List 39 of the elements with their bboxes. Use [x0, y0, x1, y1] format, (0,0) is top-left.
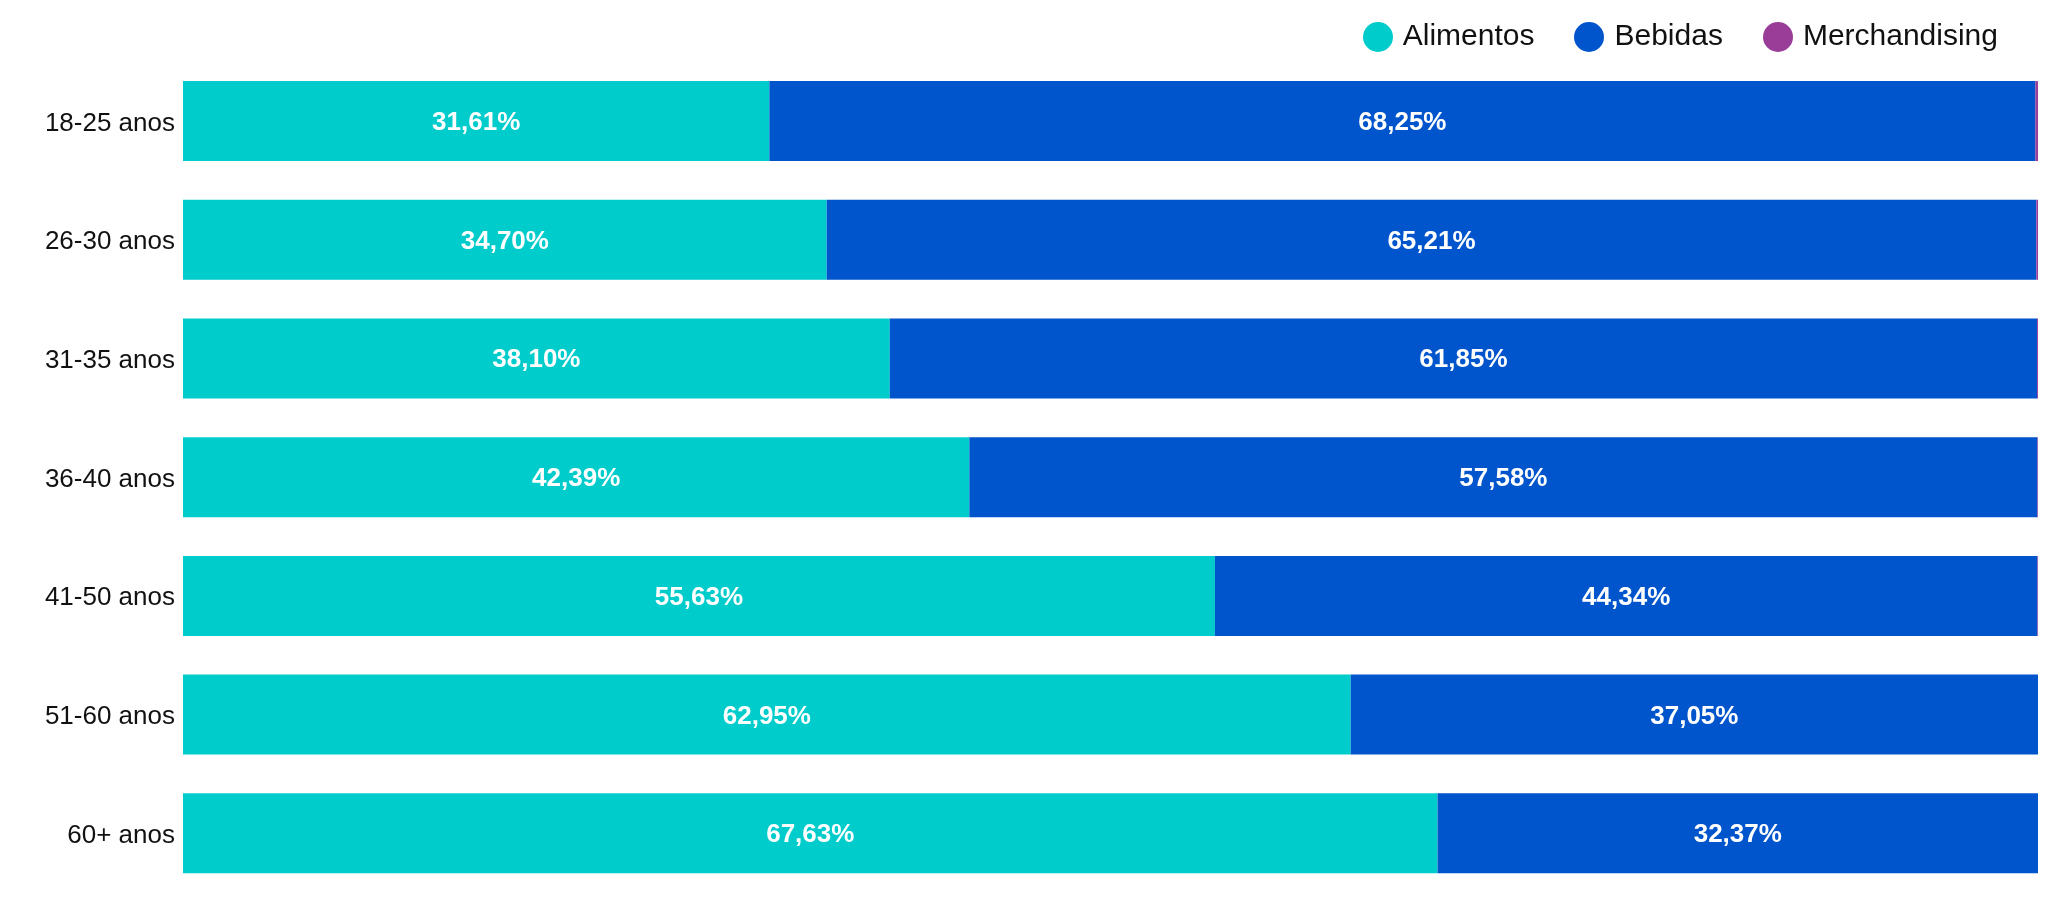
y-tick-label: 51-60 anos	[44, 700, 175, 731]
bar	[969, 437, 2038, 518]
legend-label: Merchandising	[1802, 18, 1998, 51]
bar	[2035, 81, 2038, 162]
data-label: 57,58%	[1459, 462, 1548, 493]
bar	[183, 81, 770, 162]
bar	[1214, 555, 2038, 636]
y-tick-label: 18-25 anos	[44, 106, 175, 137]
bar	[183, 199, 827, 280]
data-label: 55,63%	[654, 580, 744, 611]
y-tick-label: 31-35 anos	[44, 344, 175, 375]
bar	[1437, 793, 2038, 874]
y-tick-label: 41-50 anos	[44, 581, 175, 612]
data-label: 62,95%	[722, 699, 811, 730]
y-tick-label: 36-40 anos	[44, 462, 175, 493]
data-label: 67,63%	[766, 818, 855, 849]
legend-label: Bebidas	[1614, 18, 1723, 51]
bar	[889, 318, 2038, 399]
bar	[1350, 674, 2038, 755]
legend-label: Alimentos	[1402, 18, 1535, 51]
data-label: 65,21%	[1387, 224, 1476, 255]
bar	[183, 674, 1351, 755]
data-label: 32,37%	[1693, 818, 1782, 849]
data-label: 38,10%	[492, 343, 581, 374]
bar	[183, 437, 970, 518]
bar	[183, 793, 1438, 874]
data-label: 44,34%	[1582, 580, 1671, 611]
data-label: 61,85%	[1419, 343, 1508, 374]
bar	[769, 81, 2036, 162]
bar	[183, 555, 1215, 636]
y-tick-label: 26-30 anos	[44, 225, 175, 256]
data-label: 37,05%	[1650, 699, 1739, 730]
data-label: 42,39%	[532, 462, 621, 493]
data-label: 34,70%	[460, 224, 549, 255]
data-label: 31,61%	[432, 106, 521, 137]
y-tick-label: 60+ anos	[67, 818, 175, 849]
data-label: 68,25%	[1358, 106, 1447, 137]
bar	[826, 199, 2037, 280]
bar	[183, 318, 890, 399]
